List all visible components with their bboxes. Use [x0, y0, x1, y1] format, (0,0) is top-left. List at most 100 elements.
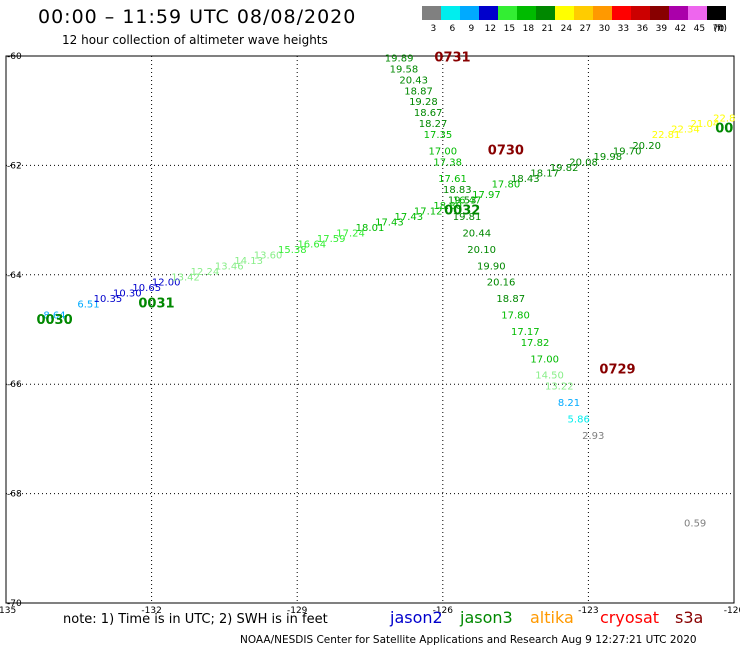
- wave-height-value: 0.59: [684, 518, 706, 529]
- wave-height-value: 15.38: [278, 245, 307, 256]
- legend-swatch: [669, 6, 688, 20]
- legend-unit-label: (ft): [713, 24, 727, 34]
- legend-swatch: [593, 6, 612, 20]
- lat-tick-label: -68: [7, 490, 22, 500]
- wave-height-value: 17.43: [375, 218, 404, 229]
- legend-swatch: [650, 6, 669, 20]
- lat-tick-label: -60: [7, 52, 22, 62]
- legend-bin-label: 3: [431, 24, 437, 34]
- wave-height-value: 17.97: [472, 190, 501, 201]
- legend-bin-label: 33: [618, 24, 629, 34]
- wave-height-value: 20.10: [467, 245, 496, 256]
- axis-tick-labels: -135 -132 -129 -126 -123 -120 -60 -62 -64 -66 -68 -…: [0, 52, 740, 616]
- wave-height-value: 19.89: [385, 53, 414, 64]
- wave-height-value: 17.00: [530, 354, 559, 365]
- wave-height-value: 8.64: [43, 311, 65, 322]
- pass-time-label: 0030: [36, 313, 72, 328]
- wave-height-value: 13.60: [254, 250, 283, 261]
- legend-swatch: [498, 6, 517, 20]
- wave-height-value: 19.53: [448, 196, 477, 207]
- satellite-label: jason3: [460, 608, 513, 627]
- color-scale-legend: 3 6 9 12 15 18 21 24 27 30 33 36 39 42 45 70(ft): [422, 6, 727, 34]
- legend-bin-label: 42: [675, 24, 686, 34]
- altimeter-track: 19.8919.5820.4318.8719.2818.6718.2717.35…: [385, 50, 707, 529]
- wave-height-value: 2.93: [582, 431, 604, 442]
- wave-height-value: 20.44: [462, 229, 491, 240]
- wave-height-value: 17.82: [521, 338, 550, 349]
- lon-tick-label: -123: [578, 606, 598, 616]
- lat-tick-label: -70: [7, 599, 22, 609]
- lat-tick-label: -66: [7, 380, 22, 390]
- pass-time-label: 00: [715, 122, 733, 137]
- wave-height-value: 17.80: [501, 311, 530, 322]
- wave-height-value: 17.61: [438, 174, 467, 185]
- wave-height-value: 10.35: [94, 294, 123, 305]
- legend-swatch: [441, 6, 460, 20]
- wave-height-value: 17.38: [433, 157, 462, 168]
- wave-height-value: 13.22: [545, 382, 574, 393]
- map-plot-area: [5, 55, 735, 604]
- wave-height-value: 19.90: [477, 261, 506, 272]
- wave-height-value: 19.82: [550, 163, 579, 174]
- wave-height-value: 22.34: [671, 125, 700, 136]
- legend-bin-label: 30: [599, 24, 611, 34]
- legend-bin-label: 45: [694, 24, 705, 34]
- wave-height-value: 13.46: [215, 261, 244, 272]
- wave-height-value: 20.08: [569, 157, 598, 168]
- wave-height-value: 17.00: [428, 146, 457, 157]
- wave-height-value: 17.43: [395, 212, 424, 223]
- legend-swatch: [707, 6, 726, 20]
- satellite-label: jason2: [390, 608, 443, 627]
- grid-lines: [6, 56, 734, 603]
- satellite-label: altika: [530, 608, 574, 627]
- lon-tick-label: -129: [287, 606, 308, 616]
- wave-height-value: 22.81: [652, 130, 681, 141]
- legend-swatch: [479, 6, 498, 20]
- wave-height-value: 17.12: [414, 207, 443, 218]
- pass-time-label: 0031: [138, 297, 174, 312]
- wave-height-value: 18.83: [443, 185, 472, 196]
- wave-height-value: 19.70: [613, 146, 642, 157]
- legend-bin-label: 24: [561, 24, 573, 34]
- wave-height-value: 18.01: [356, 223, 385, 234]
- lon-tick-label: -126: [433, 606, 454, 616]
- wave-height-value: 18.43: [511, 174, 540, 185]
- wave-height-value: 5.86: [568, 414, 590, 425]
- lon-tick-label: -135: [0, 606, 16, 616]
- wave-height-value: 18.17: [530, 168, 559, 179]
- satellite-label: cryosat: [600, 608, 660, 627]
- satellite-label: s3a: [675, 608, 704, 627]
- legend-bin-label: 36: [637, 24, 649, 34]
- footer-note: note: 1) Time is in UTC; 2) SWH is in fe…: [63, 612, 328, 627]
- page-title: 00:00 – 11:59 UTC 08/08/2020: [38, 6, 357, 28]
- wave-height-value: 16.64: [297, 239, 326, 250]
- pass-time-label: 0032: [444, 204, 480, 219]
- wave-height-value: 19.58: [390, 64, 419, 75]
- wave-height-value: 17.24: [336, 229, 365, 240]
- legend-swatch: [631, 6, 650, 20]
- legend-bin-label: 9: [469, 24, 475, 34]
- legend-swatch: [460, 6, 479, 20]
- legend-swatch: [536, 6, 555, 20]
- legend-swatch: [517, 6, 536, 20]
- wave-height-value: 8.21: [558, 398, 580, 409]
- wave-height-value: 12.24: [191, 267, 220, 278]
- pass-time-label: 0730: [488, 143, 524, 158]
- legend-bin-label: 12: [485, 24, 496, 34]
- wave-height-value: 10.65: [132, 283, 161, 294]
- wave-height-value: 21.04: [691, 119, 720, 130]
- wave-height-value: 19.98: [593, 152, 622, 163]
- pass-time-label: 0731: [434, 50, 470, 65]
- wave-height-value: 16.47: [453, 196, 482, 207]
- legend-swatch: [422, 6, 441, 20]
- wave-height-value: 17.80: [492, 179, 521, 190]
- legend-swatch: [612, 6, 631, 20]
- footer-credit: NOAA/NESDIS Center for Satellite Applica…: [240, 634, 697, 646]
- lon-tick-label: -132: [141, 606, 161, 616]
- wave-height-value: 19.81: [453, 212, 482, 223]
- legend-bin-label: 6: [450, 24, 456, 34]
- wave-height-value: 18.67: [414, 108, 443, 119]
- wave-height-value: 20.16: [487, 278, 516, 289]
- wave-height-value: 22.8: [713, 114, 735, 125]
